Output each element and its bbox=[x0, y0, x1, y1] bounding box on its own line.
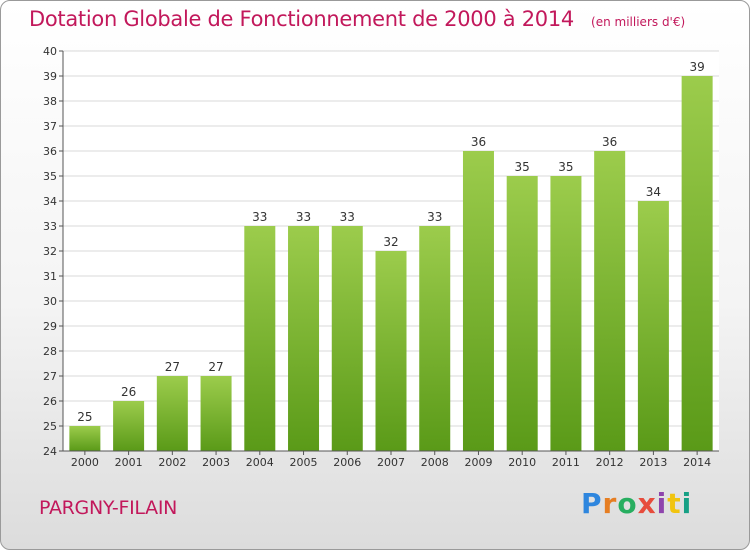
x-tick-label: 2004 bbox=[246, 456, 274, 469]
bar-2013 bbox=[637, 201, 669, 451]
x-tick-label: 2009 bbox=[464, 456, 492, 469]
data-label-2010: 35 bbox=[515, 160, 530, 174]
x-tick-label: 2013 bbox=[639, 456, 667, 469]
y-tick-label: 36 bbox=[43, 145, 57, 158]
x-tick-label: 2003 bbox=[202, 456, 230, 469]
data-label-2009: 36 bbox=[471, 135, 486, 149]
x-tick-label: 2006 bbox=[333, 456, 361, 469]
data-label-2001: 26 bbox=[121, 385, 136, 399]
x-tick-label: 2008 bbox=[421, 456, 449, 469]
bar-2014 bbox=[681, 76, 713, 451]
y-tick-label: 29 bbox=[43, 320, 57, 333]
y-tick-label: 40 bbox=[43, 45, 57, 58]
data-label-2004: 33 bbox=[252, 210, 267, 224]
y-tick-label: 34 bbox=[43, 195, 57, 208]
bar-2008 bbox=[419, 226, 451, 451]
bar-2007 bbox=[375, 251, 407, 451]
logo-letter: r bbox=[602, 487, 618, 520]
logo-letter: i bbox=[681, 487, 693, 520]
data-label-2003: 27 bbox=[208, 360, 223, 374]
y-tick-label: 28 bbox=[43, 345, 57, 358]
chart-title: Dotation Globale de Fonctionnement de 20… bbox=[29, 7, 574, 31]
y-tick-label: 35 bbox=[43, 170, 57, 183]
bar-2009 bbox=[462, 151, 494, 451]
bar-2000 bbox=[69, 426, 101, 451]
x-tick-label: 2000 bbox=[71, 456, 99, 469]
x-tick-label: 2010 bbox=[508, 456, 536, 469]
bar-2004 bbox=[244, 226, 276, 451]
logo-letter: o bbox=[617, 487, 638, 520]
x-tick-label: 2001 bbox=[115, 456, 143, 469]
logo-letter: P bbox=[581, 487, 603, 520]
bar-2006 bbox=[331, 226, 363, 451]
x-tick-label: 2011 bbox=[552, 456, 580, 469]
y-tick-label: 27 bbox=[43, 370, 57, 383]
y-tick-label: 39 bbox=[43, 70, 57, 83]
data-label-2005: 33 bbox=[296, 210, 311, 224]
data-label-2011: 35 bbox=[558, 160, 573, 174]
y-tick-label: 31 bbox=[43, 270, 57, 283]
bar-2011 bbox=[550, 176, 582, 451]
axes: 24 25 26 27 28 29 30 31 32 33 34 35 36 37 38 39 40 2000 20… bbox=[43, 45, 719, 469]
bar-2005 bbox=[288, 226, 320, 451]
data-label-2000: 25 bbox=[77, 410, 92, 424]
data-label-2008: 33 bbox=[427, 210, 442, 224]
y-tick-label: 37 bbox=[43, 120, 57, 133]
logo-letter: x bbox=[637, 487, 657, 520]
bar-2012 bbox=[594, 151, 626, 451]
y-tick-label: 38 bbox=[43, 95, 57, 108]
logo-letter: t bbox=[667, 487, 682, 520]
y-tick-label: 30 bbox=[43, 295, 57, 308]
bars: 25 26 27 27 33 33 33 32 33 36 35 35 36 34 39 bbox=[69, 60, 713, 451]
bar-2002 bbox=[156, 376, 188, 451]
data-label-2012: 36 bbox=[602, 135, 617, 149]
y-tick-label: 26 bbox=[43, 395, 57, 408]
bar-2010 bbox=[506, 176, 538, 451]
x-tick-label: 2002 bbox=[158, 456, 186, 469]
y-tick-label: 25 bbox=[43, 420, 57, 433]
x-tick-label: 2012 bbox=[596, 456, 624, 469]
data-label-2006: 33 bbox=[340, 210, 355, 224]
y-tick-label: 24 bbox=[43, 445, 57, 458]
logo-letter: i bbox=[656, 487, 668, 520]
x-tick-label: 2005 bbox=[290, 456, 318, 469]
x-tick-label: 2007 bbox=[377, 456, 405, 469]
x-tick-label: 2014 bbox=[683, 456, 711, 469]
bar-2001 bbox=[113, 401, 145, 451]
chart-title-block: Dotation Globale de Fonctionnement de 20… bbox=[29, 7, 685, 31]
y-tick-label: 33 bbox=[43, 220, 57, 233]
commune-name: PARGNY-FILAIN bbox=[39, 497, 178, 519]
chart-subtitle: (en milliers d'€) bbox=[591, 15, 686, 29]
proxiti-logo: Proxiti bbox=[581, 487, 692, 520]
y-tick-label: 32 bbox=[43, 245, 57, 258]
data-label-2002: 27 bbox=[165, 360, 180, 374]
bar-2003 bbox=[200, 376, 232, 451]
data-label-2014: 39 bbox=[689, 60, 704, 74]
data-label-2013: 34 bbox=[646, 185, 661, 199]
data-label-2007: 32 bbox=[383, 235, 398, 249]
